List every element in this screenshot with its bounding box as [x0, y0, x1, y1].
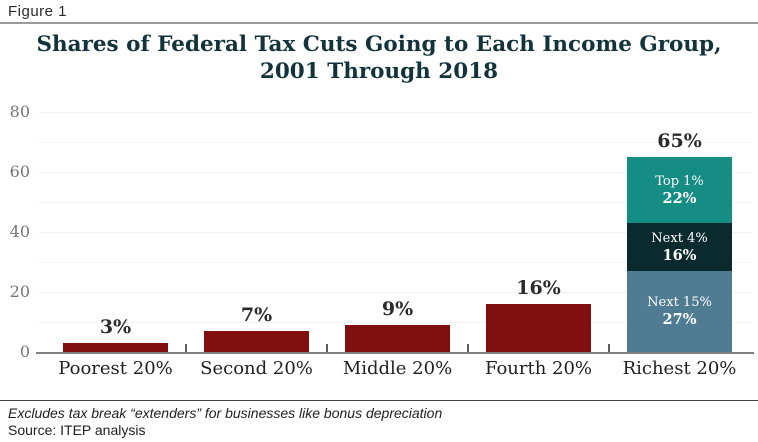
y-axis-label: 20 — [9, 282, 30, 301]
segment-value: 16% — [662, 246, 697, 264]
bar-poorest-20 — [63, 343, 168, 352]
bar-value-label: 65% — [657, 130, 702, 152]
x-axis-category-label: Richest 20% — [622, 358, 737, 379]
x-axis-category-label: Fourth 20% — [484, 358, 593, 379]
header-rule — [0, 22, 758, 24]
chart-title-line2: 2001 Through 2018 — [259, 59, 499, 84]
gridline — [38, 172, 752, 173]
chart-title: Shares of Federal Tax Cuts Going to Each… — [0, 31, 758, 85]
bar-segment-next-4: Next 4% 16% — [627, 223, 732, 271]
y-axis-label: 60 — [9, 162, 30, 181]
gridline — [38, 142, 752, 143]
y-axis-label: 80 — [9, 102, 30, 121]
x-axis-tick — [326, 344, 328, 352]
bar-middle-20 — [345, 325, 450, 352]
segment-value: 22% — [662, 189, 697, 207]
x-axis-category-label: Poorest 20% — [58, 358, 173, 379]
stacked-bar-chart: 0 20 40 60 80 3% Poorest 20% 7% Second 20% 9% Midd… — [0, 95, 758, 395]
segment-value: 27% — [662, 311, 697, 328]
bar-second-20 — [204, 331, 309, 352]
gridline — [38, 322, 752, 323]
source-line: Source: ITEP analysis — [8, 422, 146, 438]
x-axis-category-label: Middle 20% — [342, 358, 453, 379]
bar-segment-top-1: Top 1% 22% — [627, 157, 732, 223]
bar-fourth-20 — [486, 304, 591, 352]
bar-segment-next-15: Next 15% 27% — [627, 271, 732, 352]
x-axis-line — [36, 352, 754, 354]
gridline — [38, 232, 752, 233]
figure-label: Figure 1 — [8, 3, 68, 20]
bar-value-label: 3% — [99, 316, 132, 338]
chart-title-line1: Shares of Federal Tax Cuts Going to Each… — [36, 32, 722, 57]
bar-value-label: 9% — [381, 298, 414, 320]
footer-rule — [0, 400, 758, 401]
footnote: Excludes tax break “extenders” for busin… — [8, 405, 443, 421]
x-axis-category-label: Second 20% — [200, 358, 313, 379]
x-axis-tick — [467, 344, 469, 352]
bar-value-label: 7% — [240, 304, 273, 326]
segment-label: Top 1% 22% — [655, 173, 704, 208]
gridline — [38, 112, 752, 113]
y-axis-label: 40 — [9, 222, 30, 241]
y-axis-label: 0 — [19, 342, 30, 361]
bar-value-label: 16% — [516, 277, 561, 299]
gridline — [38, 262, 752, 263]
x-axis-tick — [608, 344, 610, 352]
x-axis-tick — [185, 344, 187, 352]
segment-label: Next 15% 27% — [647, 294, 712, 329]
gridline — [38, 202, 752, 203]
segment-name: Next 4% — [651, 230, 708, 246]
segment-name: Top 1% — [655, 173, 704, 189]
segment-name: Next 15% — [647, 295, 712, 310]
segment-label: Next 4% 16% — [651, 230, 707, 265]
gridline — [38, 292, 752, 293]
